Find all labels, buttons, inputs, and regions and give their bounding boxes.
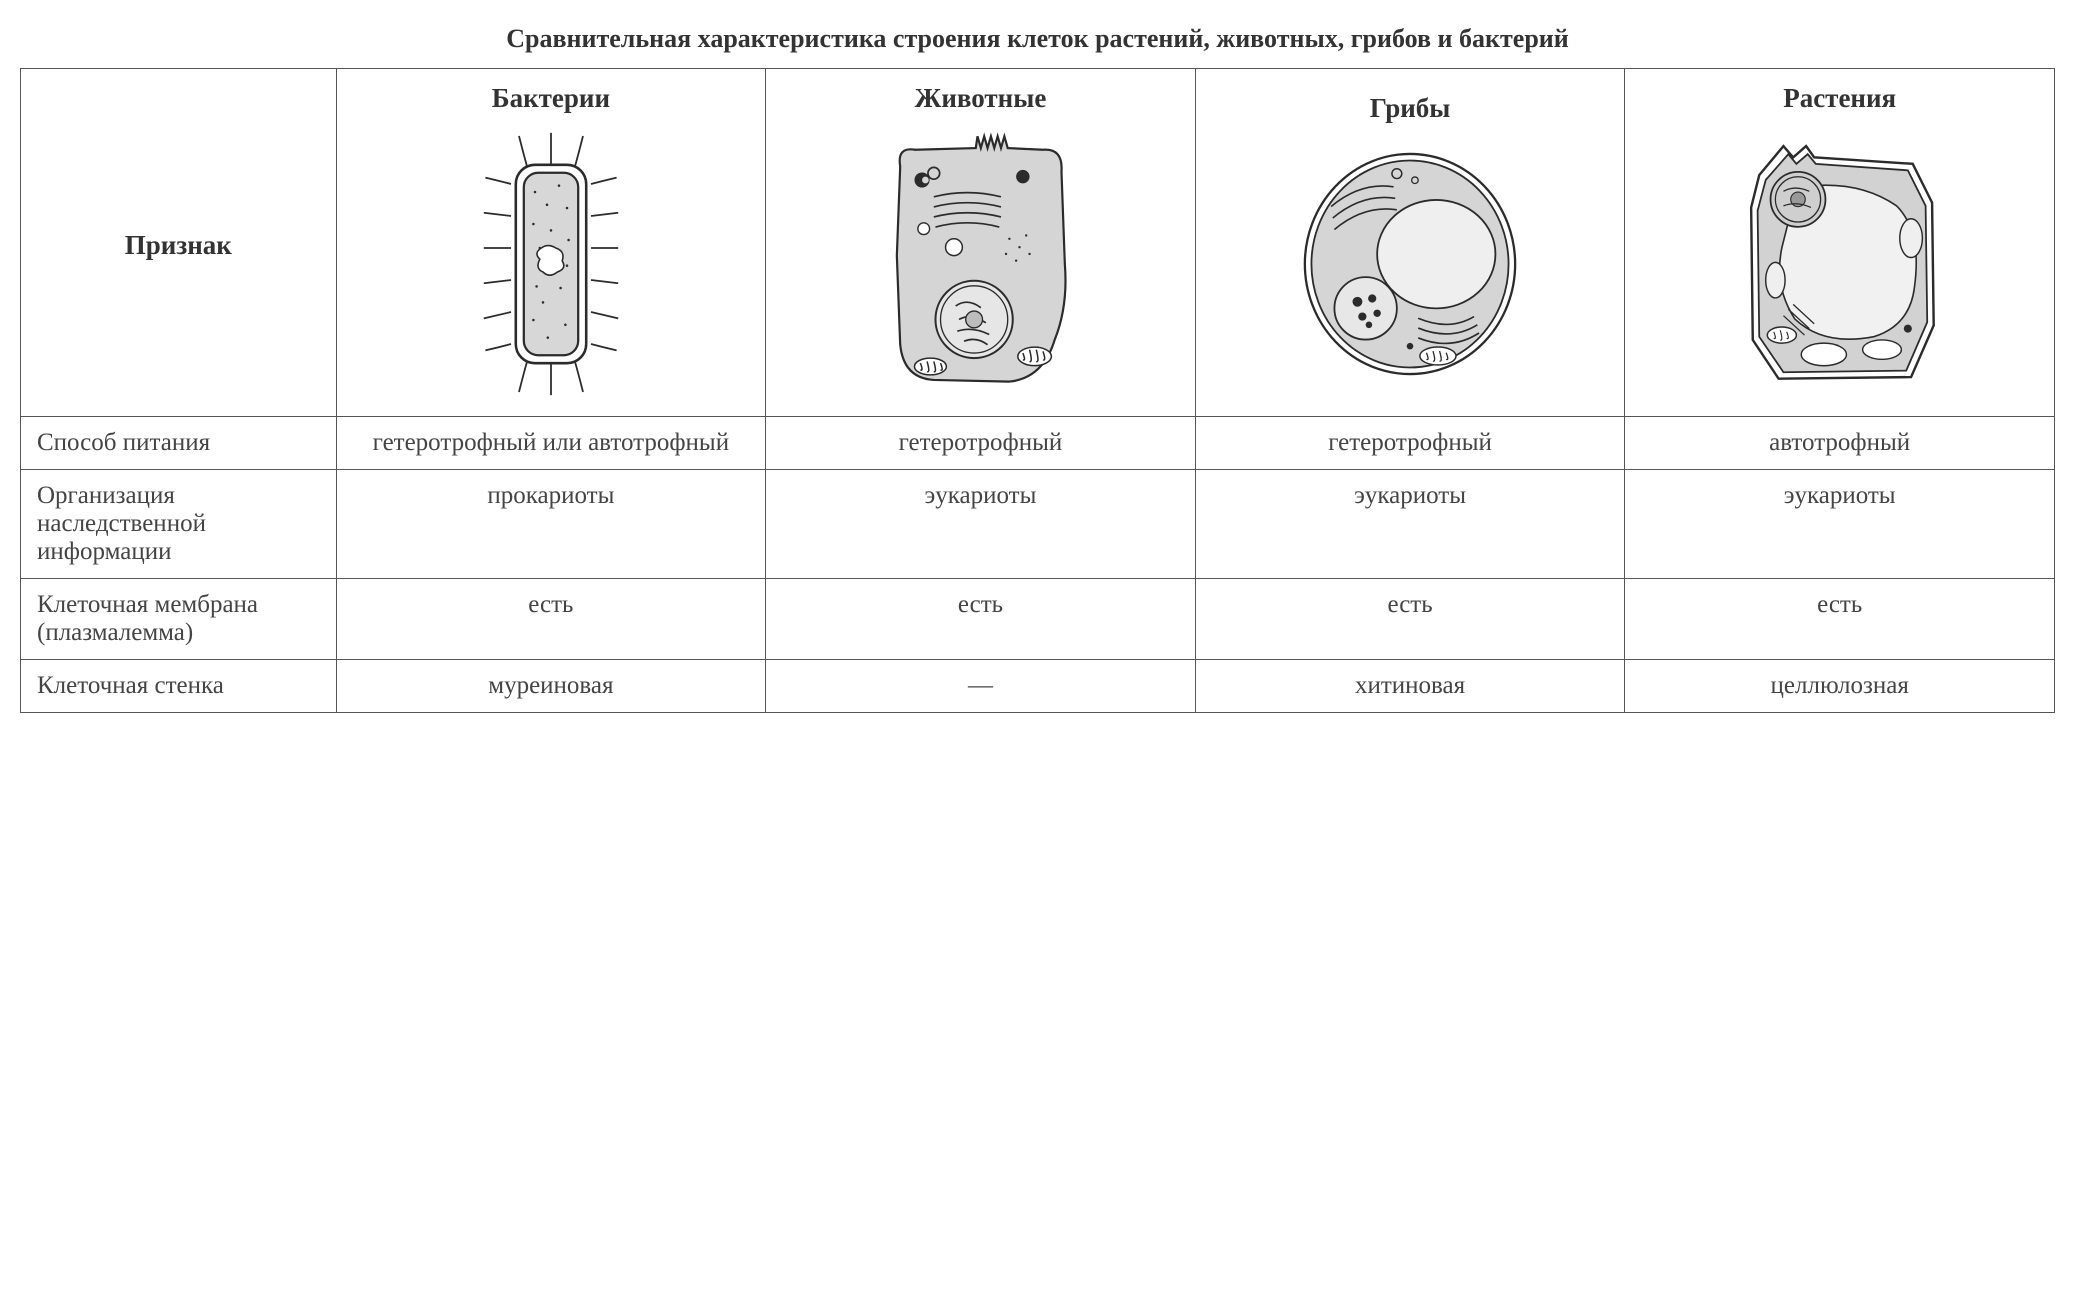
data-cell: есть <box>766 579 1196 660</box>
data-cell: есть <box>1195 579 1625 660</box>
data-cell: — <box>766 660 1196 713</box>
row-label: Организация наследственной информации <box>21 470 337 579</box>
table-header-row: Признак Бактерии <box>21 69 2055 417</box>
col-head-bacteria: Бактерии <box>353 83 750 114</box>
data-cell: есть <box>336 579 766 660</box>
data-cell: эукариоты <box>1625 470 2055 579</box>
col-bacteria: Бактерии <box>336 69 766 417</box>
page-title: Сравнительная характеристика строения кл… <box>20 24 2055 54</box>
row-header-label: Признак <box>21 69 337 417</box>
data-cell: эукариоты <box>1195 470 1625 579</box>
col-plant: Растения <box>1625 69 2055 417</box>
data-cell: гетеротрофный или автотрофный <box>336 417 766 470</box>
data-cell: эукариоты <box>766 470 1196 579</box>
data-cell: автотрофный <box>1625 417 2055 470</box>
animal-cell-diagram <box>875 124 1085 404</box>
data-cell: гетеротрофный <box>766 417 1196 470</box>
data-cell: целлюлозная <box>1625 660 2055 713</box>
data-cell: муреиновая <box>336 660 766 713</box>
table-row: Способ питания гетеротрофный или автотро… <box>21 417 2055 470</box>
col-animal: Животные <box>766 69 1196 417</box>
data-cell: прокариоты <box>336 470 766 579</box>
table-row: Клеточная мембрана (плазмалемма) есть ес… <box>21 579 2055 660</box>
table-row: Организация наследственной информации пр… <box>21 470 2055 579</box>
plant-cell-diagram <box>1735 124 1945 404</box>
row-label: Способ питания <box>21 417 337 470</box>
col-head-fungus: Грибы <box>1212 93 1609 124</box>
data-cell: хитиновая <box>1195 660 1625 713</box>
table-row: Клеточная стенка муреиновая — хитиновая … <box>21 660 2055 713</box>
col-fungus: Грибы <box>1195 69 1625 417</box>
col-head-plant: Растения <box>1641 83 2038 114</box>
comparison-table: Признак Бактерии <box>20 68 2055 713</box>
col-head-animal: Животные <box>782 83 1179 114</box>
bacteria-cell-diagram <box>471 124 631 404</box>
data-cell: есть <box>1625 579 2055 660</box>
data-cell: гетеротрофный <box>1195 417 1625 470</box>
row-label: Клеточная стенка <box>21 660 337 713</box>
fungus-cell-diagram <box>1295 134 1525 394</box>
row-label: Клеточная мембрана (плазмалемма) <box>21 579 337 660</box>
